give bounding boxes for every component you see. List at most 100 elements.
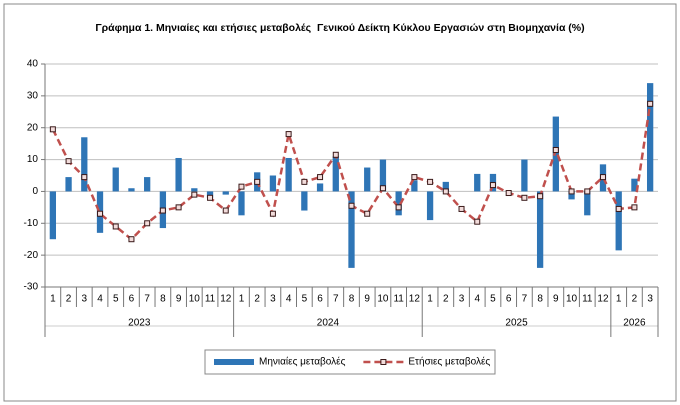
x-tick-label: 4: [97, 294, 103, 305]
bar: [191, 188, 198, 192]
x-tick-label: 12: [220, 294, 232, 305]
x-tick-label: 8: [537, 294, 543, 305]
y-tick-label: -20: [24, 250, 39, 261]
line-marker: [254, 178, 261, 185]
x-tick-label: 3: [82, 294, 88, 305]
bar: [536, 191, 544, 268]
line-marker: [269, 210, 276, 217]
line-marker: [631, 204, 638, 211]
line-marker: [175, 204, 182, 211]
bar: [615, 191, 622, 251]
bar: [348, 191, 355, 268]
bar: [426, 191, 434, 221]
line-marker: [364, 210, 371, 217]
bar: [238, 191, 245, 216]
line-marker: [159, 207, 166, 214]
year-label: 2024: [317, 318, 340, 329]
line-marker: [317, 174, 324, 181]
line-marker: [584, 188, 591, 195]
bar: [316, 183, 324, 192]
bar: [332, 156, 339, 192]
bar: [442, 181, 449, 192]
x-tick-label: 11: [393, 294, 404, 305]
line-marker: [474, 218, 481, 225]
year-label: 2026: [623, 318, 646, 329]
bar: [474, 173, 481, 192]
bar: [112, 167, 119, 192]
x-tick-label: 9: [364, 294, 370, 305]
line-marker: [332, 151, 339, 158]
line-marker: [427, 178, 434, 185]
x-tick-label: 4: [286, 294, 292, 305]
line-marker: [128, 236, 135, 243]
x-tick-label: 2: [632, 294, 638, 305]
y-tick-label: 30: [27, 90, 39, 101]
bar: [631, 178, 638, 192]
y-tick-label: 40: [27, 59, 39, 70]
x-tick-label: 1: [616, 294, 622, 305]
x-tick-label: 11: [582, 294, 593, 305]
bar: [222, 191, 229, 195]
y-tick-label: 10: [27, 154, 39, 165]
line-marker: [65, 158, 72, 165]
bar: [411, 180, 418, 192]
line-marker: [489, 182, 496, 189]
x-tick-label: 12: [409, 294, 421, 305]
x-tick-label: 7: [144, 294, 150, 305]
x-tick-label: 1: [50, 294, 56, 305]
bar: [364, 167, 371, 192]
x-tick-label: 1: [239, 294, 245, 305]
bar: [646, 83, 654, 192]
chart-frame: [3, 3, 677, 402]
line-marker: [207, 194, 214, 201]
y-tick-label: 0: [32, 186, 38, 197]
year-label: 2025: [505, 318, 528, 329]
line-marker: [222, 207, 229, 214]
bar: [521, 159, 528, 192]
x-tick-label: 5: [490, 294, 496, 305]
line-marker: [647, 100, 654, 107]
bar: [81, 137, 88, 192]
bar: [128, 188, 135, 192]
line-marker: [442, 188, 449, 195]
legend-marker: [380, 359, 387, 365]
line-marker: [285, 131, 292, 138]
line-marker: [191, 191, 198, 198]
line-marker: [568, 188, 575, 195]
x-tick-label: 5: [113, 294, 119, 305]
x-tick-label: 9: [553, 294, 559, 305]
x-tick-label: 8: [160, 294, 166, 305]
bar: [379, 159, 387, 192]
year-label: 2023: [128, 318, 151, 329]
x-tick-label: 7: [333, 294, 339, 305]
y-tick-label: -30: [24, 282, 39, 293]
legend-label: Ετήσιες μεταβολές: [408, 356, 490, 368]
line-marker: [379, 185, 386, 192]
line-marker: [395, 204, 402, 211]
x-tick-label: 10: [377, 294, 389, 305]
bar: [395, 191, 402, 216]
x-tick-label: 6: [317, 294, 323, 305]
bar: [584, 191, 591, 216]
line-marker: [505, 190, 512, 197]
x-tick-label: 5: [302, 294, 308, 305]
line-marker: [49, 126, 56, 133]
x-tick-label: 9: [176, 294, 182, 305]
x-tick-label: 1: [427, 294, 433, 305]
bar: [301, 191, 308, 211]
line-marker: [112, 223, 119, 230]
x-tick-label: 3: [459, 294, 465, 305]
line-marker: [81, 174, 88, 181]
x-tick-label: 10: [566, 294, 578, 305]
x-tick-label: 8: [349, 294, 355, 305]
x-tick-label: 11: [205, 294, 216, 305]
x-tick-label: 2: [66, 294, 72, 305]
legend-swatch: [214, 359, 254, 365]
line-marker: [615, 205, 622, 212]
y-tick-label: -10: [24, 218, 39, 229]
bar: [49, 191, 57, 240]
line-marker: [97, 210, 104, 217]
line-marker: [537, 193, 544, 200]
x-tick-label: 2: [254, 294, 260, 305]
